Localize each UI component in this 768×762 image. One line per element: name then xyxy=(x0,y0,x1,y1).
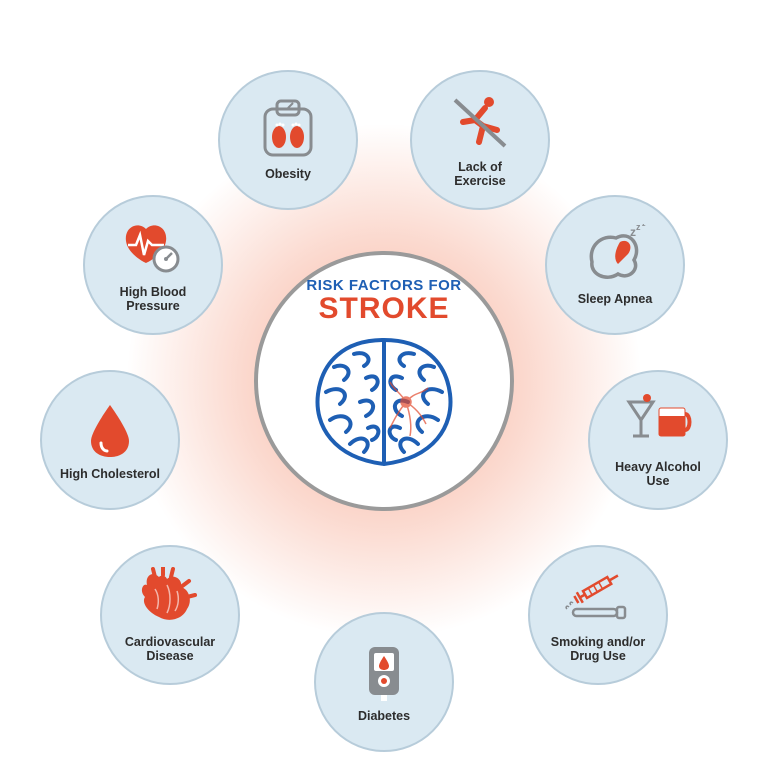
factor-label: Obesity xyxy=(265,167,311,181)
factor-label: Heavy Alcohol Use xyxy=(615,460,701,489)
svg-text:z: z xyxy=(636,224,641,232)
scale-icon xyxy=(253,99,323,161)
factor-label: Lack of Exercise xyxy=(454,160,505,189)
factor-bp: High Blood Pressure xyxy=(83,195,223,335)
factor-cardio: Cardiovascular Disease xyxy=(100,545,240,685)
syringe-icon xyxy=(563,567,633,629)
factor-label: Cardiovascular Disease xyxy=(125,635,215,664)
factor-smoking: Smoking and/or Drug Use xyxy=(528,545,668,685)
factor-obesity: Obesity xyxy=(218,70,358,210)
factor-label: High Cholesterol xyxy=(60,467,160,481)
factor-diabetes: Diabetes xyxy=(314,612,454,752)
factor-label: High Blood Pressure xyxy=(120,285,187,314)
drop-icon xyxy=(75,399,145,461)
svg-text:z: z xyxy=(642,224,646,228)
drinks-icon xyxy=(623,392,693,454)
factor-label: Diabetes xyxy=(358,709,410,723)
center-title-line2: STROKE xyxy=(318,292,449,326)
runner-no-icon xyxy=(445,92,515,154)
factor-label: Smoking and/or Drug Use xyxy=(551,635,645,664)
glucometer-icon xyxy=(349,641,419,703)
factor-apnea: z z z Sleep Apnea xyxy=(545,195,685,335)
factor-cholesterol: High Cholesterol xyxy=(40,370,180,510)
factor-alcohol: Heavy Alcohol Use xyxy=(588,370,728,510)
brain-icon xyxy=(304,332,464,472)
heart-bp-icon xyxy=(118,217,188,279)
factor-exercise: Lack of Exercise xyxy=(410,70,550,210)
heart-anat-icon xyxy=(135,567,205,629)
factor-label: Sleep Apnea xyxy=(578,292,653,306)
center-circle: RISK FACTORS FOR STROKE xyxy=(254,251,514,511)
snore-icon: z z z xyxy=(580,224,650,286)
